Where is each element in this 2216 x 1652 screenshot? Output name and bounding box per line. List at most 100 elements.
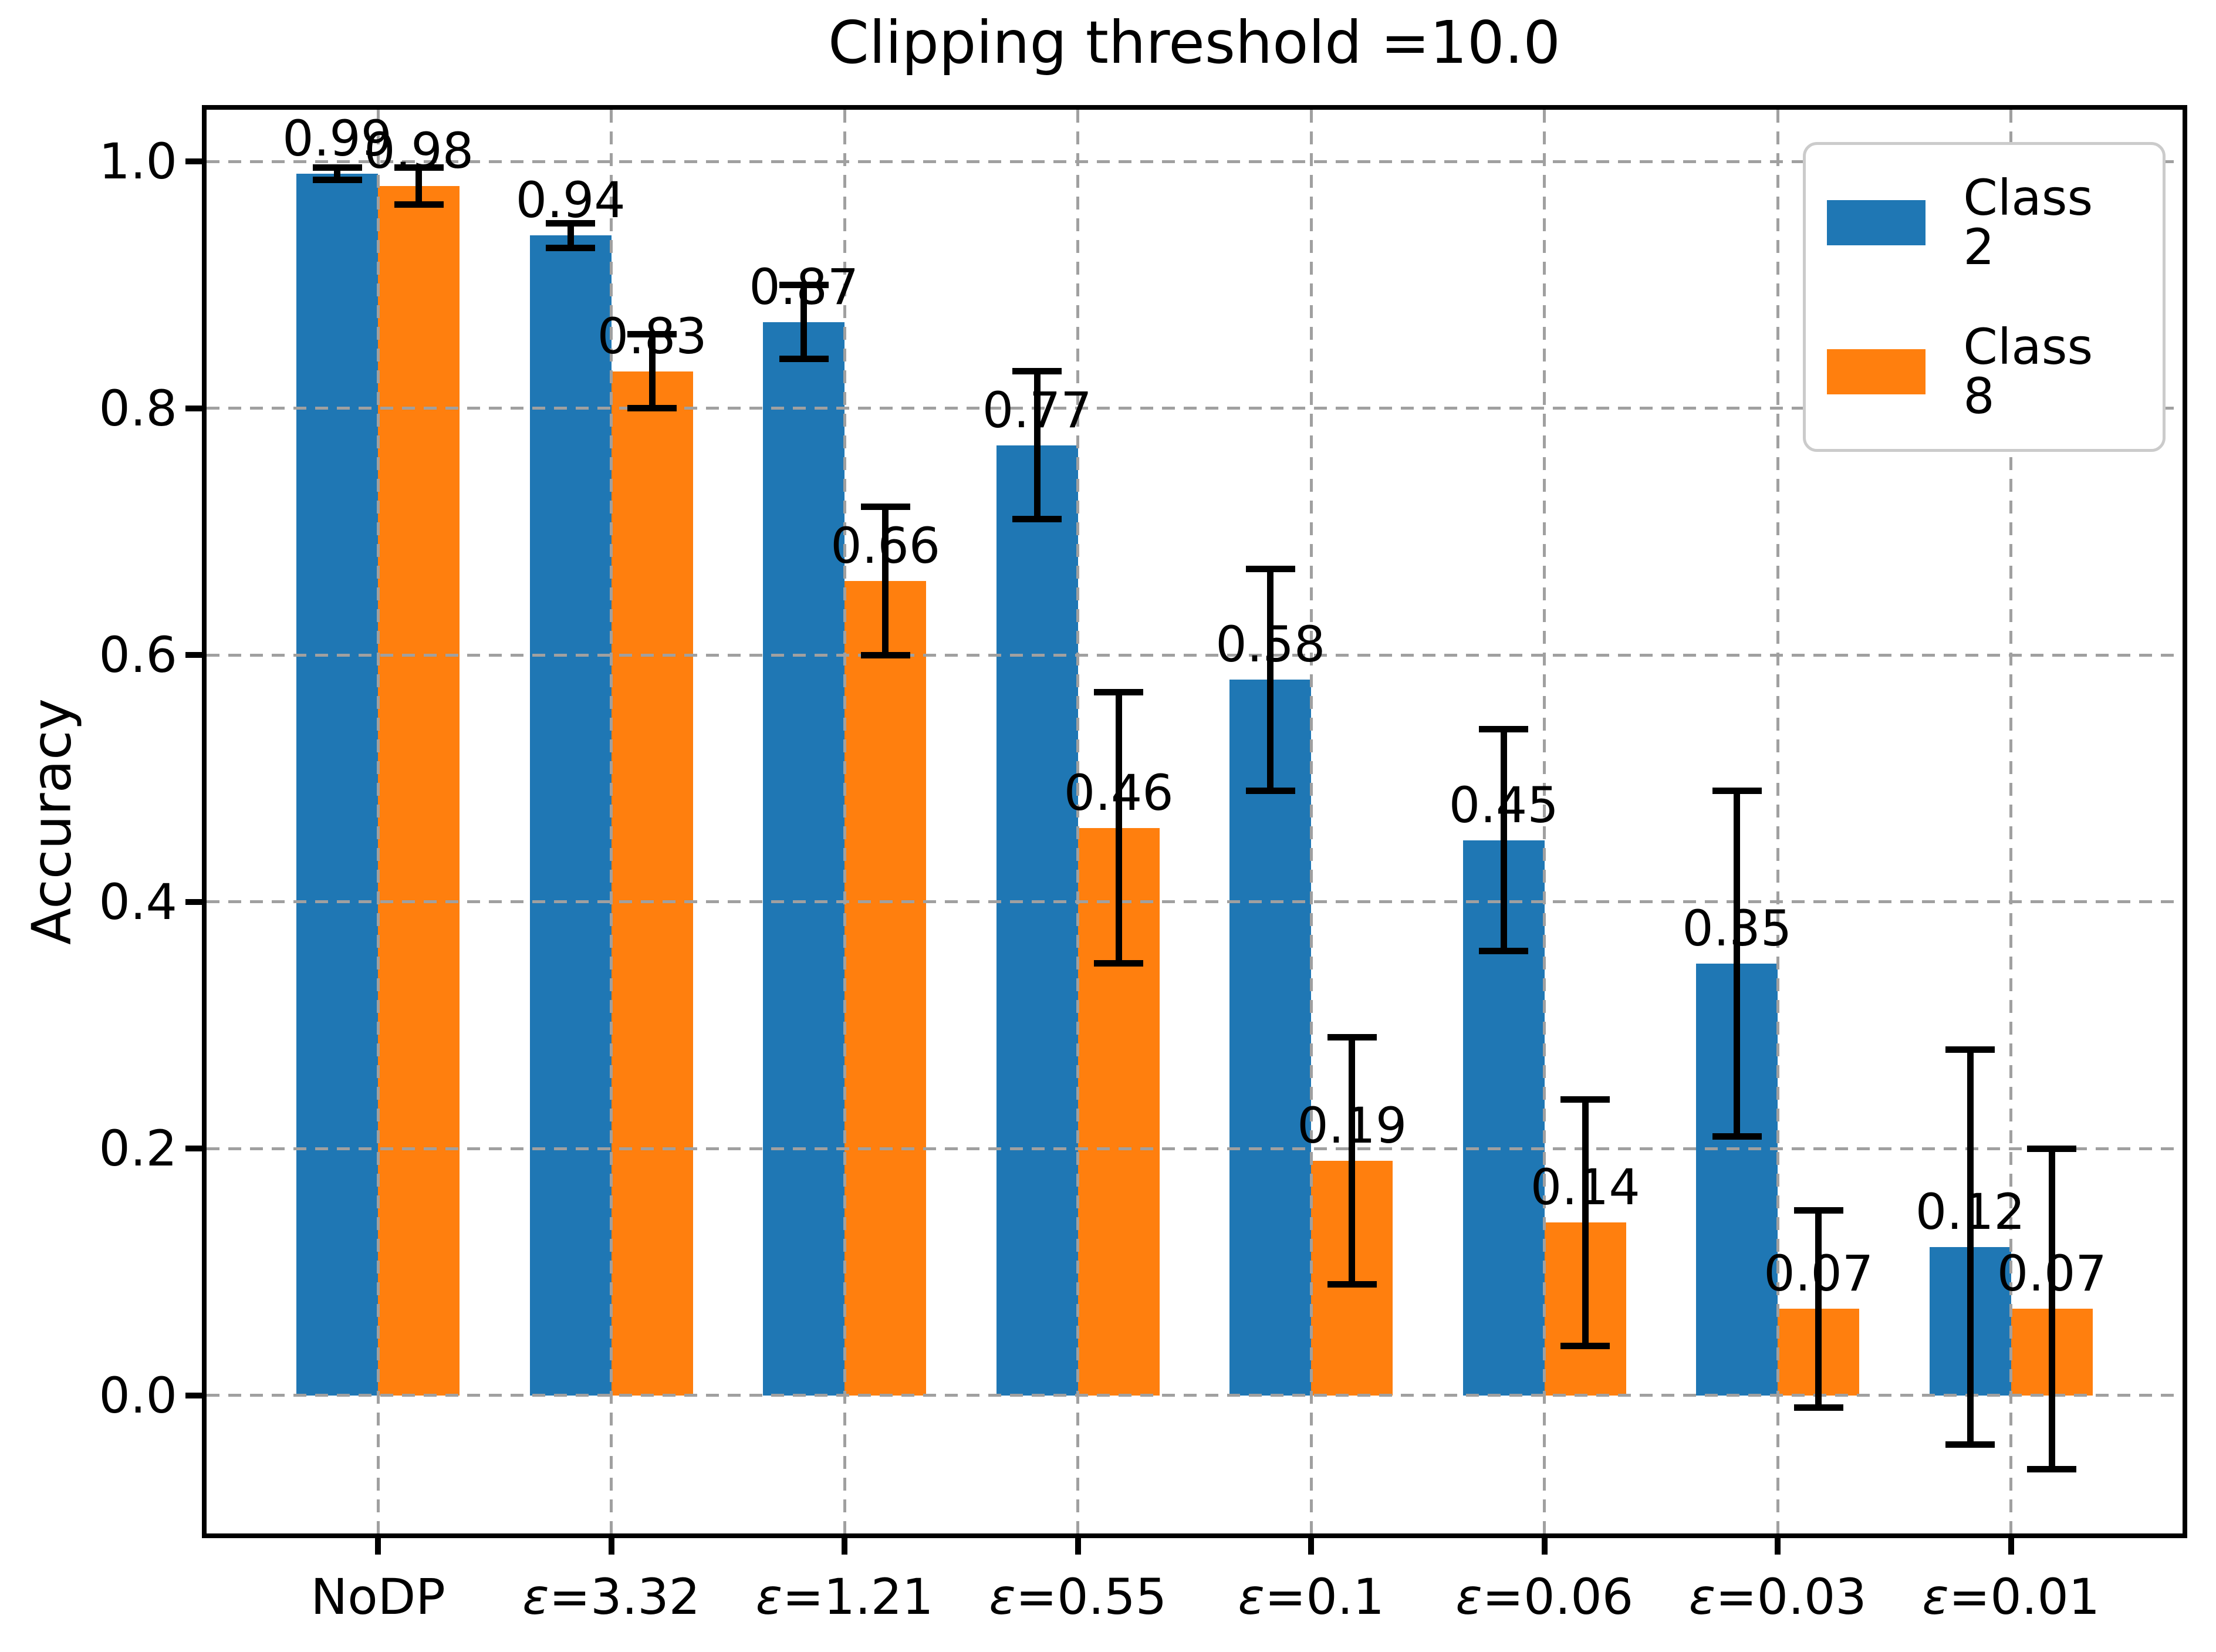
legend-swatch-class-2 [1827, 200, 1926, 245]
bar-value-label-class-2-ε=0.55: 0.77 [982, 381, 1092, 439]
error-bar-class-8-ε=1.21 [882, 506, 889, 656]
error-bar-class-2-ε=0.06 [1500, 729, 1507, 951]
x-tick-ε=0.01 [2008, 1538, 2014, 1555]
error-cap-top-class-2-ε=1.21 [779, 282, 829, 289]
gridline-y-0.4 [207, 900, 2183, 904]
gridline-x-ε=0.55 [1076, 110, 1080, 1533]
epsilon-symbol: ε [989, 1568, 1016, 1626]
gridline-x-ε=0.03 [1776, 110, 1779, 1533]
error-cap-bottom-class-8-ε=0.1 [1327, 1281, 1377, 1288]
epsilon-symbol: ε [1238, 1568, 1265, 1626]
error-bar-class-2-NoDP [334, 167, 341, 180]
error-cap-bottom-class-2-ε=0.1 [1245, 787, 1295, 794]
gridline-y-0.8 [207, 407, 2183, 410]
error-cap-top-class-2-ε=0.01 [1945, 1046, 1995, 1053]
legend-row-class-8: Class 8 [1827, 322, 2139, 421]
legend-swatch-class-8 [1827, 349, 1926, 394]
error-bar-class-8-ε=3.32 [648, 334, 656, 408]
legend-label-class-2: Class 2 [1963, 169, 2093, 276]
gridline-x-ε=1.21 [843, 110, 846, 1533]
error-bar-class-2-ε=0.55 [1033, 371, 1041, 519]
gridline-y-1.0 [207, 160, 2183, 163]
y-tick-label-0.2: 0.2 [99, 1120, 177, 1178]
bar-value-label-class-8-ε=0.55: 0.46 [1063, 763, 1174, 822]
x-tick-ε=0.06 [1541, 1538, 1548, 1555]
bar-class-2-ε=1.21 [763, 322, 845, 1396]
y-tick-1.0 [185, 158, 202, 165]
error-cap-bottom-class-2-ε=1.21 [779, 356, 829, 363]
gridline-y-0.6 [207, 653, 2183, 657]
error-cap-top-class-2-NoDP [312, 164, 362, 171]
error-cap-bottom-class-8-ε=0.06 [1560, 1342, 1610, 1349]
bar-value-label-class-2-ε=1.21: 0.87 [749, 258, 859, 316]
bar-value-label-class-8-ε=0.03: 0.07 [1764, 1245, 1874, 1303]
error-cap-bottom-class-8-ε=3.32 [627, 405, 677, 412]
y-tick-0.2 [185, 1146, 202, 1152]
y-tick-label-0.8: 0.8 [99, 379, 177, 437]
error-cap-bottom-class-2-ε=0.55 [1012, 516, 1062, 523]
x-tick-label-NoDP: NoDP [310, 1568, 445, 1626]
error-cap-top-class-2-ε=0.06 [1479, 725, 1529, 732]
gridline-x-ε=0.1 [1309, 110, 1313, 1533]
legend-label-class-8: Class 8 [1963, 318, 2093, 425]
y-tick-label-0.6: 0.6 [99, 626, 177, 684]
x-tick-label-ε=0.01: ε=0.01 [1922, 1568, 2100, 1626]
error-bar-class-8-ε=0.01 [2048, 1148, 2055, 1469]
error-cap-bottom-class-2-ε=3.32 [546, 244, 596, 251]
bar-value-label-class-2-ε=0.06: 0.45 [1448, 776, 1559, 834]
x-tick-label-ε=0.06: ε=0.06 [1455, 1568, 1634, 1626]
y-tick-0.0 [185, 1392, 202, 1398]
x-tick-label-ε=0.03: ε=0.03 [1688, 1568, 1867, 1626]
bar-class-2-NoDP [296, 174, 379, 1396]
y-tick-0.4 [185, 898, 202, 905]
x-tick-ε=0.03 [1775, 1538, 1781, 1555]
bar-value-label-class-2-ε=3.32: 0.94 [515, 171, 626, 229]
error-cap-bottom-class-2-ε=0.03 [1712, 1133, 1762, 1140]
gridline-x-ε=0.06 [1543, 110, 1546, 1533]
bar-class-8-ε=1.21 [844, 581, 927, 1396]
error-cap-bottom-class-8-ε=0.55 [1094, 960, 1144, 967]
bar-value-label-class-8-ε=0.1: 0.19 [1297, 1096, 1407, 1154]
error-bar-class-2-ε=1.21 [800, 285, 808, 359]
bar-value-label-class-2-ε=0.03: 0.35 [1682, 899, 1792, 957]
bar-value-label-class-8-ε=1.21: 0.66 [830, 516, 941, 575]
error-cap-top-class-8-ε=0.55 [1094, 688, 1144, 695]
bar-value-label-class-8-ε=3.32: 0.83 [597, 307, 707, 365]
y-tick-label-0.4: 0.4 [99, 873, 177, 931]
gridline-y-0.2 [207, 1147, 2183, 1150]
error-cap-top-class-2-ε=0.55 [1012, 368, 1062, 375]
bar-class-2-ε=3.32 [529, 235, 612, 1396]
error-cap-bottom-class-2-ε=0.01 [1945, 1441, 1995, 1448]
error-bar-class-8-NoDP [416, 167, 423, 205]
error-cap-top-class-8-ε=1.21 [860, 504, 910, 511]
epsilon-symbol: ε [1688, 1568, 1716, 1626]
gridline-y-0.0 [207, 1394, 2183, 1397]
error-cap-top-class-8-ε=0.1 [1327, 1034, 1377, 1041]
error-bar-class-8-ε=0.1 [1349, 1037, 1356, 1285]
bar-value-label-class-2-ε=0.01: 0.12 [1915, 1183, 2025, 1241]
gridline-x-NoDP [376, 110, 380, 1533]
error-cap-top-class-2-ε=0.1 [1245, 565, 1295, 572]
error-bar-class-2-ε=0.1 [1267, 569, 1274, 791]
error-cap-top-class-8-ε=3.32 [627, 331, 677, 338]
bar-value-label-class-2-NoDP: 0.99 [282, 110, 393, 168]
error-cap-top-class-8-ε=0.06 [1560, 1096, 1610, 1103]
error-cap-top-class-2-ε=3.32 [546, 219, 596, 227]
bar-class-2-ε=0.1 [1229, 680, 1312, 1396]
error-cap-bottom-class-8-ε=0.01 [2027, 1466, 2077, 1473]
epsilon-symbol: ε [1922, 1568, 1949, 1626]
y-tick-label-1.0: 1.0 [99, 133, 177, 191]
error-bar-class-8-ε=0.06 [1582, 1099, 1589, 1346]
error-cap-bottom-class-8-NoDP [394, 201, 444, 208]
error-cap-top-class-8-NoDP [394, 164, 444, 171]
error-cap-bottom-class-2-NoDP [312, 177, 362, 184]
error-bar-class-2-ε=0.01 [1967, 1049, 1974, 1445]
legend-row-class-2: Class 2 [1827, 173, 2139, 272]
x-tick-ε=3.32 [608, 1538, 614, 1555]
error-cap-top-class-8-ε=0.01 [2027, 1145, 2077, 1152]
x-tick-label-ε=0.1: ε=0.1 [1238, 1568, 1384, 1626]
epsilon-symbol: ε [755, 1568, 783, 1626]
bar-value-label-class-8-ε=0.01: 0.07 [1997, 1245, 2107, 1303]
gridline-x-ε=3.32 [610, 110, 613, 1533]
